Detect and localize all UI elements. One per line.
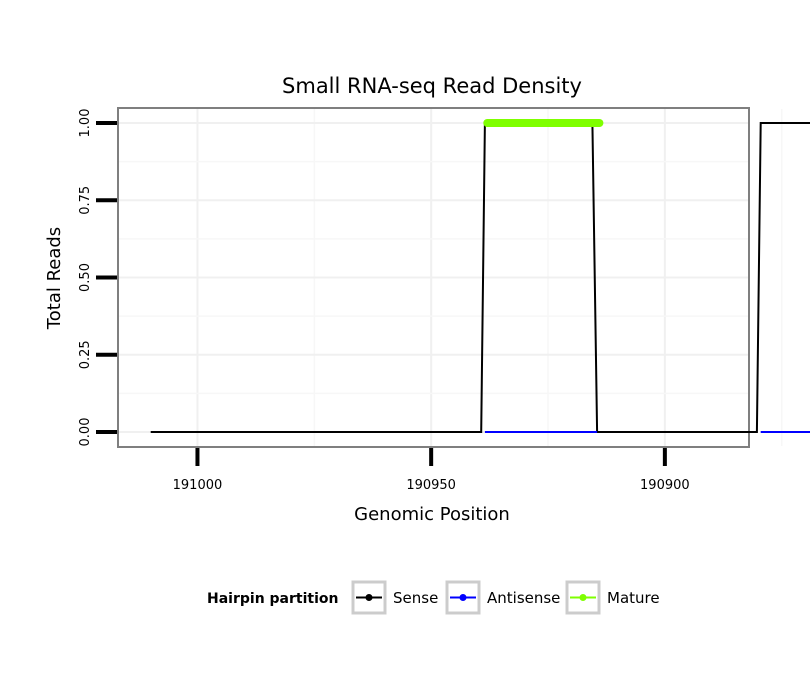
chart-title: Small RNA-seq Read Density — [282, 74, 582, 98]
legend-label-sense: Sense — [393, 589, 438, 607]
legend-label-antisense: Antisense — [487, 589, 560, 607]
legend-key-point-sense — [365, 594, 373, 601]
y-axis-label: Total Reads — [44, 227, 65, 330]
x-axis: 191000 190950 190900 — [173, 448, 690, 493]
y-tick-label: 0.00 — [78, 418, 93, 447]
x-tick-label: 191000 — [173, 478, 223, 493]
legend-key-point-antisense — [459, 594, 467, 601]
series-line-sense — [150, 122, 810, 433]
y-tick-label: 1.00 — [78, 109, 93, 138]
y-tick-label: 0.25 — [78, 340, 93, 369]
legend-title: Hairpin partition — [207, 591, 338, 607]
x-axis-label: Genomic Position — [354, 504, 510, 525]
y-tick-label: 0.75 — [78, 186, 93, 215]
y-axis: 0.00 0.25 0.50 0.75 1.00 — [78, 109, 117, 447]
legend-key-point-mature — [579, 594, 587, 601]
x-tick-label: 190950 — [406, 478, 456, 493]
y-tick-label: 0.50 — [78, 263, 93, 292]
x-tick-label: 190900 — [640, 478, 690, 493]
series-layer — [150, 119, 810, 433]
legend: Hairpin partition Sense Antisense Mature — [207, 580, 660, 615]
legend-label-mature: Mature — [607, 589, 660, 607]
